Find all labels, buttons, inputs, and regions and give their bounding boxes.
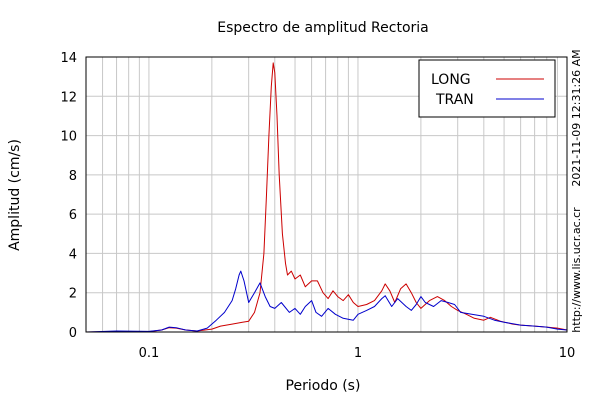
legend: LONG TRAN xyxy=(418,59,556,118)
legend-label-long: LONG xyxy=(431,72,471,88)
y-tick-label: 0 xyxy=(69,326,77,341)
y-tick-label: 4 xyxy=(69,247,77,262)
y-tick-label: 2 xyxy=(69,287,77,302)
series-layer xyxy=(85,62,568,333)
x-axis-label: Periodo (s) xyxy=(286,378,361,394)
y-tick-label: 14 xyxy=(60,51,77,66)
y-tick-label: 8 xyxy=(69,169,77,184)
x-tick-label: 0.1 xyxy=(139,346,160,361)
series-line-long xyxy=(85,62,568,333)
chart-title: Espectro de amplitud Rectoria xyxy=(217,20,429,36)
y-axis-label: Amplitud (cm/s) xyxy=(7,139,23,251)
grid xyxy=(86,57,567,332)
timestamp-text: 2021-11-09 12:31:26 AM xyxy=(570,49,583,186)
x-tick-label: 10 xyxy=(559,346,576,361)
plot-frame xyxy=(85,56,568,333)
url-text: http://www.lis.ucr.ac.cr xyxy=(570,207,583,333)
legend-box xyxy=(418,59,556,118)
legend-label-tran: TRAN xyxy=(435,92,474,108)
y-tick-label: 12 xyxy=(60,90,77,105)
x-tick-label: 1 xyxy=(354,346,362,361)
y-tick-label: 6 xyxy=(69,208,77,223)
tick-labels: 0.1 1 10 0 2 4 6 8 10 12 14 xyxy=(60,51,575,361)
series-line-tran xyxy=(85,270,568,333)
y-tick-label: 10 xyxy=(60,130,77,145)
